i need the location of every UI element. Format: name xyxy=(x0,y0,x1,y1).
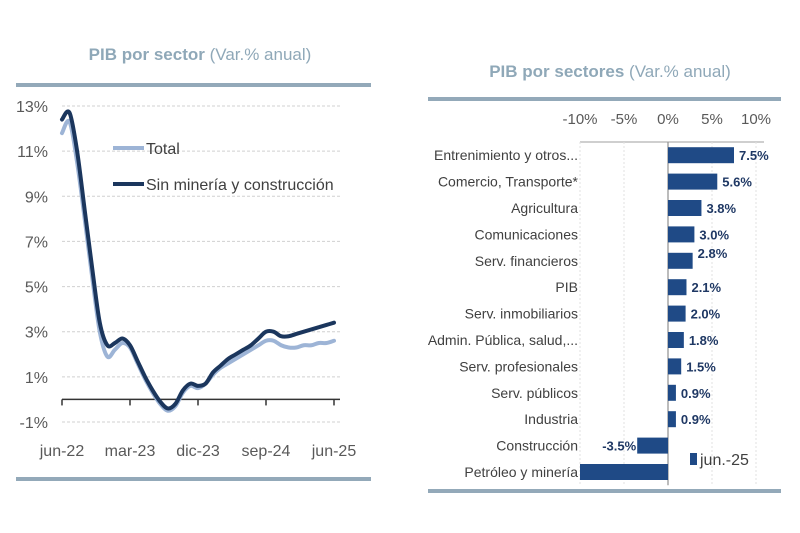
line-chart-top-rule xyxy=(16,83,371,87)
line-chart-title: PIB por sector (Var.% anual) xyxy=(0,45,400,65)
y-tick-label: -1% xyxy=(20,415,48,432)
x-tick-label: 5% xyxy=(701,111,723,128)
y-tick-label: 3% xyxy=(25,325,48,342)
category-label: Serv. profesionales xyxy=(459,358,578,374)
x-tick-label: -10% xyxy=(562,111,597,128)
category-label: Industria xyxy=(524,411,578,427)
bar xyxy=(668,332,684,348)
data-label: 2.8% xyxy=(698,246,728,261)
bar-chart: -10% -5% 0% 5% 10% Entrenimiento y otros... 7.… xyxy=(428,111,771,486)
x-tick-label: -5% xyxy=(611,111,638,128)
data-label: 3.0% xyxy=(699,227,729,242)
line-chart-bottom-rule xyxy=(16,477,371,481)
y-tick-label: 9% xyxy=(25,189,48,206)
sin-mineria-series-line xyxy=(60,109,336,411)
x-tick-label: dic-23 xyxy=(176,443,220,460)
line-chart: -1% 1% 3% 5% 7% 9% 11% 13% jun-22 mar-23 dic-23 sep… xyxy=(16,99,357,460)
line-chart-title-rest: (Var.% anual) xyxy=(204,45,312,64)
x-tick-label: jun-25 xyxy=(311,443,357,460)
bar-chart-bottom-rule xyxy=(428,489,781,493)
data-label: 3.8% xyxy=(706,201,736,216)
bar xyxy=(580,464,668,480)
data-label: 7.5% xyxy=(739,148,769,163)
category-label: Admin. Pública, salud,... xyxy=(428,332,578,348)
line-chart-title-bold: PIB por sector xyxy=(88,45,205,64)
bar-chart-title-rest: (Var.% anual) xyxy=(624,62,731,81)
total-series-line xyxy=(60,118,336,413)
category-label: Comercio, Transporte* xyxy=(438,174,579,190)
bar xyxy=(668,279,687,296)
x-tick-label: 10% xyxy=(741,111,771,128)
y-tick-label: 13% xyxy=(16,99,48,116)
category-label: Comunicaciones xyxy=(475,226,579,242)
bar xyxy=(668,200,702,216)
data-label: -3.5% xyxy=(602,439,636,454)
legend-swatch xyxy=(690,453,697,465)
legend-label: Total xyxy=(146,141,180,158)
x-tick-label: jun-22 xyxy=(39,443,85,460)
legend-label: Sin minería y construcción xyxy=(146,177,334,194)
bar-chart-title: PIB por sectores (Var.% anual) xyxy=(420,62,800,82)
category-label: PIB xyxy=(555,279,578,295)
bar xyxy=(668,173,718,190)
bar xyxy=(637,437,668,454)
category-label: Serv. públicos xyxy=(491,385,578,401)
x-tick-label: 0% xyxy=(657,111,679,128)
data-label: 5.6% xyxy=(722,175,752,190)
y-tick-label: 1% xyxy=(25,370,48,387)
category-label: Entrenimiento y otros... xyxy=(434,147,578,163)
data-label: 2.0% xyxy=(691,307,721,322)
bar xyxy=(668,147,734,164)
data-label: 1.8% xyxy=(689,333,719,348)
bar-chart-title-bold: PIB por sectores xyxy=(489,62,625,81)
y-tick-label: 11% xyxy=(17,144,48,161)
y-tick-label: 5% xyxy=(25,280,48,297)
x-tick-label: mar-23 xyxy=(105,443,156,460)
bar xyxy=(668,411,676,428)
bar xyxy=(668,252,693,269)
category-label: Petróleo y minería xyxy=(464,464,578,480)
category-label: Agricultura xyxy=(511,200,578,216)
bar-chart-top-rule xyxy=(428,97,781,101)
bar xyxy=(668,226,695,243)
category-label: Serv. financieros xyxy=(475,253,578,269)
category-label: Construcción xyxy=(496,438,578,454)
data-label: 0.9% xyxy=(681,412,711,427)
y-tick-label: 7% xyxy=(25,234,48,251)
bar xyxy=(668,305,686,322)
data-label: 0.9% xyxy=(681,386,711,401)
category-label: Serv. inmobiliarios xyxy=(465,306,578,322)
bar xyxy=(668,358,682,375)
legend-label: jun.-25 xyxy=(699,452,749,469)
data-label: 2.1% xyxy=(691,280,721,295)
bar xyxy=(668,384,676,401)
data-label: 1.5% xyxy=(686,359,716,374)
x-tick-label: sep-24 xyxy=(242,443,291,460)
